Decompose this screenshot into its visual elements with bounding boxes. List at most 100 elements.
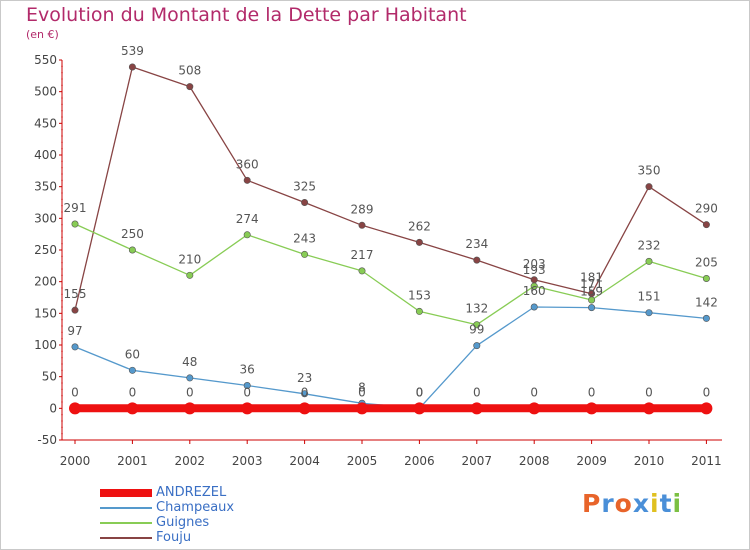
data-point-guignes bbox=[358, 267, 366, 275]
data-label-champeaux: 0 bbox=[416, 385, 424, 399]
series-line-champeaux bbox=[74, 306, 707, 409]
data-point-fouju bbox=[128, 63, 136, 71]
data-point-champeaux bbox=[702, 314, 710, 322]
logo-letter: o bbox=[614, 489, 633, 518]
data-label-fouju: 234 bbox=[465, 237, 488, 251]
legend-label: Guignes bbox=[156, 515, 210, 530]
data-point-andrezel bbox=[298, 402, 311, 415]
data-label-fouju: 360 bbox=[236, 157, 259, 171]
data-point-guignes bbox=[530, 282, 538, 290]
y-tick-label: 250 bbox=[34, 243, 57, 257]
data-point-andrezel bbox=[241, 402, 254, 415]
x-tick-label: 2010 bbox=[634, 454, 665, 468]
x-tick-label: 2004 bbox=[289, 454, 320, 468]
data-label-andrezel: 0 bbox=[358, 385, 366, 399]
data-point-guignes bbox=[186, 271, 194, 279]
data-point-guignes bbox=[301, 250, 309, 258]
data-point-fouju bbox=[186, 83, 194, 91]
data-label-andrezel: 0 bbox=[186, 385, 194, 399]
data-point-andrezel bbox=[700, 402, 713, 415]
legend-swatch bbox=[100, 489, 152, 497]
legend-swatch bbox=[100, 537, 152, 539]
data-label-andrezel: 0 bbox=[301, 385, 309, 399]
data-point-champeaux bbox=[186, 374, 194, 382]
data-label-andrezel: 0 bbox=[416, 385, 424, 399]
data-label-guignes: 171 bbox=[580, 277, 603, 291]
legend-swatch bbox=[100, 507, 152, 509]
data-label-fouju: 289 bbox=[351, 202, 374, 216]
data-label-guignes: 243 bbox=[293, 231, 316, 245]
data-point-guignes bbox=[243, 231, 251, 239]
logo-letter: P bbox=[582, 489, 602, 518]
data-point-fouju bbox=[645, 183, 653, 191]
data-label-champeaux: 8 bbox=[358, 380, 366, 394]
x-tick-label: 2008 bbox=[519, 454, 550, 468]
data-label-andrezel: 0 bbox=[71, 385, 79, 399]
data-label-guignes: 274 bbox=[236, 212, 259, 226]
data-label-guignes: 193 bbox=[523, 263, 546, 277]
data-label-guignes: 232 bbox=[638, 238, 661, 252]
data-label-champeaux: 99 bbox=[469, 323, 484, 337]
data-label-fouju: 350 bbox=[638, 164, 661, 178]
data-point-guignes bbox=[473, 321, 481, 329]
data-point-fouju bbox=[415, 238, 423, 246]
data-label-andrezel: 0 bbox=[530, 385, 538, 399]
data-label-guignes: 250 bbox=[121, 227, 144, 241]
data-point-andrezel bbox=[470, 402, 483, 415]
data-point-guignes bbox=[415, 307, 423, 315]
data-point-champeaux bbox=[473, 342, 481, 350]
logo-letter: i bbox=[650, 489, 660, 518]
data-label-fouju: 539 bbox=[121, 44, 144, 58]
proxiti-logo: Proxiti bbox=[582, 489, 682, 518]
data-point-andrezel bbox=[183, 402, 196, 415]
data-point-andrezel bbox=[585, 402, 598, 415]
data-point-champeaux bbox=[128, 366, 136, 374]
data-label-fouju: 325 bbox=[293, 180, 316, 194]
x-tick-label: 2001 bbox=[117, 454, 148, 468]
data-point-fouju bbox=[473, 256, 481, 264]
y-tick-label: 500 bbox=[34, 85, 57, 99]
logo-letter: x bbox=[632, 489, 650, 518]
data-point-fouju bbox=[243, 176, 251, 184]
y-tick-label: 0 bbox=[49, 401, 57, 415]
data-label-champeaux: 160 bbox=[523, 284, 546, 298]
data-point-andrezel bbox=[356, 402, 368, 415]
chart-axes: -50 0 50 100 150 200 250 300 350 400 450 500 550 2000… bbox=[34, 53, 722, 468]
data-label-champeaux: 151 bbox=[638, 290, 661, 304]
y-tick-label: 300 bbox=[34, 211, 57, 225]
y-tick-label: 400 bbox=[34, 148, 57, 162]
data-point-guignes bbox=[128, 246, 136, 254]
data-point-champeaux bbox=[588, 304, 596, 312]
x-tick-label: 2006 bbox=[404, 454, 435, 468]
data-label-guignes: 153 bbox=[408, 288, 431, 302]
data-label-fouju: 290 bbox=[695, 202, 718, 216]
x-tick-label: 2005 bbox=[347, 454, 378, 468]
data-point-andrezel bbox=[69, 402, 81, 415]
data-label-fouju: 508 bbox=[178, 64, 201, 78]
y-tick-label: 350 bbox=[34, 180, 57, 194]
data-label-andrezel: 0 bbox=[129, 385, 137, 399]
legend-swatch bbox=[100, 522, 152, 524]
data-label-champeaux: 48 bbox=[182, 355, 197, 369]
data-point-andrezel bbox=[528, 402, 541, 415]
x-tick-label: 2003 bbox=[232, 454, 263, 468]
logo-letter: r bbox=[601, 489, 615, 518]
y-tick-label: -50 bbox=[37, 433, 57, 447]
data-label-champeaux: 142 bbox=[695, 295, 718, 309]
data-label-champeaux: 60 bbox=[125, 347, 140, 361]
chart-title: Evolution du Montant de la Dette par Hab… bbox=[26, 4, 467, 26]
y-tick-label: 50 bbox=[42, 370, 57, 384]
data-label-guignes: 291 bbox=[64, 201, 87, 215]
y-tick-label: 150 bbox=[34, 306, 57, 320]
data-point-champeaux bbox=[71, 343, 79, 351]
data-label-andrezel: 0 bbox=[243, 385, 251, 399]
data-label-fouju: 181 bbox=[580, 271, 603, 285]
data-point-champeaux bbox=[243, 382, 251, 390]
chart-subtitle: (en €) bbox=[26, 28, 59, 41]
legend-label: Fouju bbox=[156, 530, 192, 545]
data-label-fouju: 155 bbox=[64, 287, 87, 301]
data-point-guignes bbox=[588, 296, 596, 304]
data-label-andrezel: 0 bbox=[473, 385, 481, 399]
